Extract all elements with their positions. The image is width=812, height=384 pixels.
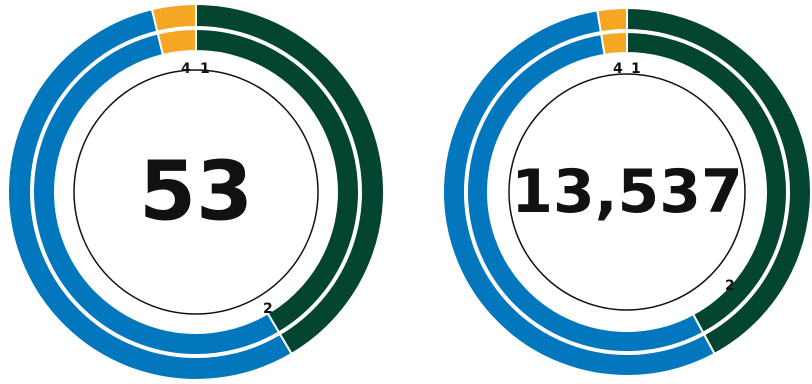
- ring-1-segment-orange-left: [150, 2, 197, 33]
- donut-chart-left: 53 4 1 2: [7, 2, 385, 381]
- ring-1-segment-blue-right: [442, 9, 716, 377]
- ring-1-segment-blue-left: [7, 8, 293, 381]
- ring-label-4-left: 4: [181, 61, 191, 77]
- ring-2-segment-orange-left: [156, 27, 197, 57]
- donut-rings-left: [7, 2, 385, 381]
- donut-chart-right: 13,537 4 1 2: [442, 6, 812, 377]
- ring-2-segment-blue-right: [466, 32, 705, 353]
- ring-1-segment-orange-right: [596, 6, 628, 34]
- total-number-right: 13,537: [511, 157, 743, 227]
- ring-label-2-right: 2: [725, 278, 735, 294]
- ring-label-4-right: 4: [613, 61, 623, 77]
- ring-2-segment-blue-left: [32, 32, 281, 356]
- donut-rings-right: [442, 6, 812, 377]
- ring-label-2-left: 2: [263, 301, 273, 317]
- inner-circle-right: [508, 73, 746, 311]
- ring-label-1-left: 1: [200, 61, 210, 77]
- inner-circle-left: [73, 69, 319, 315]
- ring-label-1-right: 1: [631, 61, 641, 77]
- ring-2-segment-orange-right: [599, 30, 628, 56]
- total-number-left: 53: [139, 145, 253, 240]
